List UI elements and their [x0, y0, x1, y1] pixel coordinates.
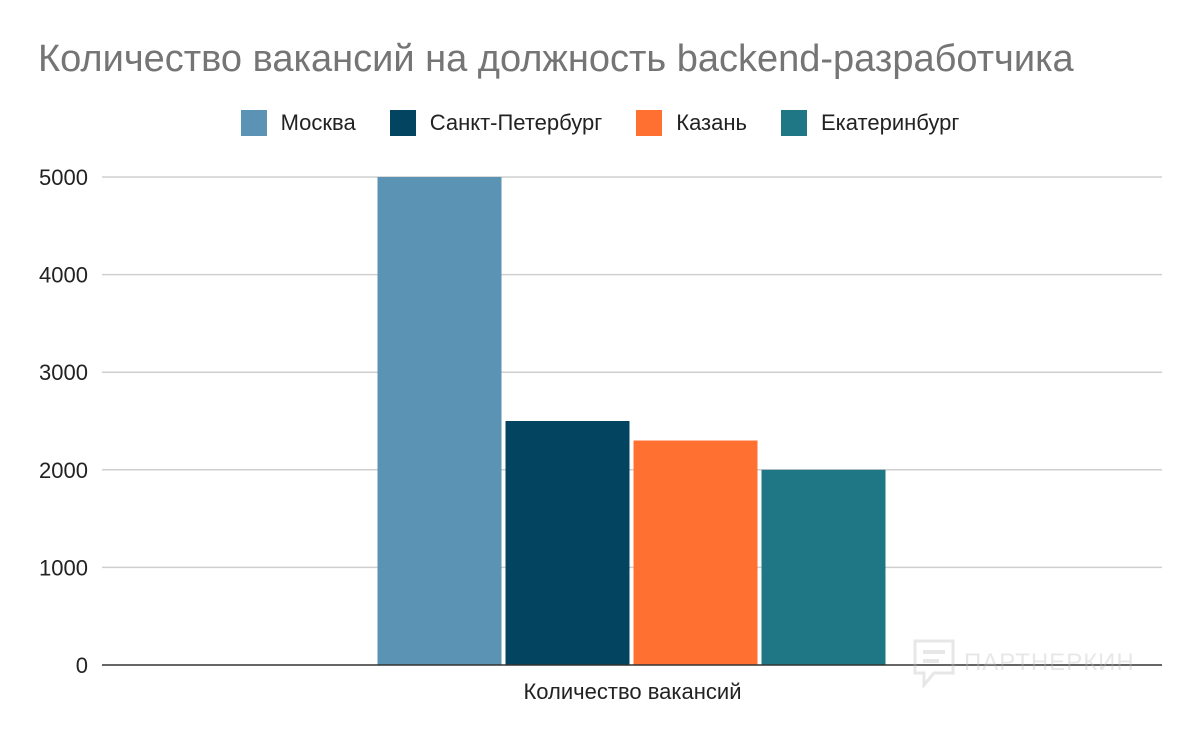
legend-item-ekb: Екатеринбург	[781, 110, 959, 136]
bar	[377, 177, 502, 665]
bar	[505, 421, 630, 665]
legend-swatch-ekb	[781, 110, 807, 136]
legend-label-moscow: Москва	[280, 110, 356, 135]
y-tick-label: 4000	[39, 263, 88, 288]
legend-swatch-spb	[389, 110, 416, 136]
y-tick-label: 2000	[39, 458, 88, 483]
watermark-text: ПАРТНЕРКИН	[964, 649, 1135, 676]
y-tick-label: 0	[76, 653, 88, 678]
chart-title: Количество вакансий на должность backend…	[38, 38, 1074, 80]
legend-item-moscow: Москва	[240, 110, 356, 136]
bar	[761, 469, 886, 665]
legend-item-kazan: Казань	[636, 110, 747, 136]
y-tick-label: 5000	[39, 165, 88, 190]
legend-label-kazan: Казань	[676, 110, 747, 135]
x-category-label: Количество вакансий	[523, 679, 741, 704]
chat-bubble-logo-icon	[913, 639, 955, 688]
legend-label-ekb: Екатеринбург	[821, 110, 960, 135]
legend-swatch-kazan	[636, 110, 663, 136]
chart-legend: Москва Санкт-Петербург Казань Екатеринбу…	[0, 110, 1200, 136]
y-tick-label: 3000	[39, 360, 88, 385]
legend-swatch-moscow	[240, 110, 267, 136]
y-tick-label: 1000	[39, 555, 88, 580]
legend-label-spb: Санкт-Петербург	[429, 110, 603, 135]
bar	[633, 440, 758, 665]
legend-item-spb: Санкт-Петербург	[389, 110, 603, 136]
watermark: ПАРТНЕРКИН	[912, 638, 1135, 688]
